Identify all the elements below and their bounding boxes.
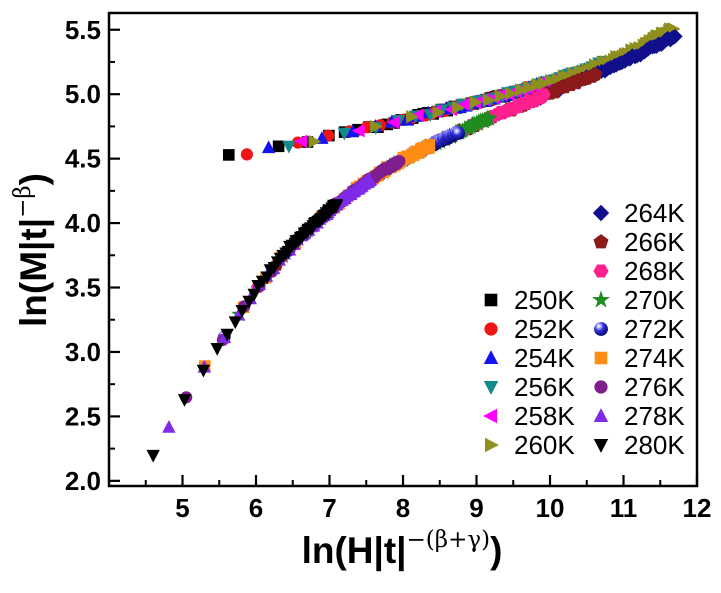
y-tick-label: 5.0 bbox=[65, 79, 101, 109]
axes: 5 6 7 8 9 10 11 12 2.0 2.5 3.0 3.5 4.0 4.5 5.0 5.5 bbox=[65, 11, 712, 523]
data-point bbox=[536, 88, 551, 101]
x-tick-label: 11 bbox=[610, 493, 638, 523]
data-point bbox=[177, 394, 192, 407]
data-point bbox=[456, 97, 470, 112]
data-point bbox=[494, 89, 508, 103]
data-point bbox=[351, 124, 365, 138]
data-point bbox=[223, 149, 235, 161]
data-point bbox=[210, 342, 224, 356]
data-point bbox=[515, 83, 528, 97]
data-point bbox=[294, 134, 308, 148]
data-point bbox=[240, 148, 253, 161]
data-point bbox=[544, 73, 558, 88]
data-point bbox=[228, 316, 242, 330]
data-point bbox=[480, 110, 498, 126]
data-point bbox=[393, 155, 406, 168]
data-point bbox=[432, 105, 446, 120]
data-point bbox=[386, 115, 400, 130]
data-point bbox=[196, 364, 211, 378]
data-point bbox=[370, 119, 383, 134]
data-point bbox=[482, 93, 496, 107]
y-tick-label: 5.5 bbox=[65, 15, 101, 45]
x-axis-title-superscript: −(β+γ) bbox=[407, 527, 491, 553]
x-axis-title-main: ln(H|t| bbox=[302, 530, 407, 572]
y-axis-title-superscript: −β bbox=[10, 185, 36, 218]
x-tick-label: 6 bbox=[249, 493, 263, 523]
data-point bbox=[235, 304, 249, 318]
y-tick-label: 3.0 bbox=[65, 337, 101, 367]
data-point bbox=[523, 80, 537, 95]
data-point bbox=[469, 95, 483, 109]
data-point bbox=[282, 140, 296, 154]
data-point bbox=[505, 86, 518, 101]
y-tick-label: 4.5 bbox=[65, 144, 101, 174]
data-points-layer bbox=[146, 22, 683, 463]
data-point bbox=[410, 108, 424, 122]
x-tick-label: 10 bbox=[536, 493, 565, 523]
data-point bbox=[531, 77, 545, 92]
data-point bbox=[247, 288, 261, 302]
y-tick-label: 3.5 bbox=[65, 273, 101, 303]
y-tick-label: 2.0 bbox=[65, 466, 101, 496]
y-axis-title: ln(M|t|−β) bbox=[10, 173, 55, 327]
data-point bbox=[329, 199, 344, 212]
data-point bbox=[242, 295, 256, 309]
x-tick-label: 12 bbox=[683, 493, 712, 523]
data-point bbox=[452, 101, 465, 115]
y-axis-title-main: ln(M|t| bbox=[13, 218, 55, 327]
data-point bbox=[423, 139, 436, 151]
x-axis-title: ln(H|t|−(β+γ)) bbox=[302, 527, 503, 572]
data-point bbox=[406, 110, 419, 124]
data-point bbox=[272, 140, 285, 153]
data-point bbox=[337, 127, 351, 141]
data-point bbox=[146, 449, 160, 463]
y-tick-label: 4.0 bbox=[65, 208, 101, 238]
data-point bbox=[220, 328, 234, 342]
data-point bbox=[537, 76, 551, 91]
x-axis-title-close: ) bbox=[490, 530, 502, 571]
data-point bbox=[301, 136, 314, 148]
data-point bbox=[452, 127, 465, 140]
x-tick-label: 9 bbox=[469, 493, 483, 523]
y-tick-label: 2.5 bbox=[65, 401, 101, 431]
data-point bbox=[308, 134, 322, 149]
y-axis-title-close: ) bbox=[13, 173, 54, 185]
x-tick-label: 8 bbox=[396, 493, 410, 523]
x-tick-label: 7 bbox=[322, 493, 336, 523]
data-point bbox=[162, 420, 176, 433]
data-point bbox=[261, 140, 276, 154]
series-280K bbox=[146, 199, 344, 463]
x-tick-label: 5 bbox=[175, 493, 189, 523]
data-point bbox=[588, 67, 603, 81]
data-point bbox=[363, 173, 377, 187]
